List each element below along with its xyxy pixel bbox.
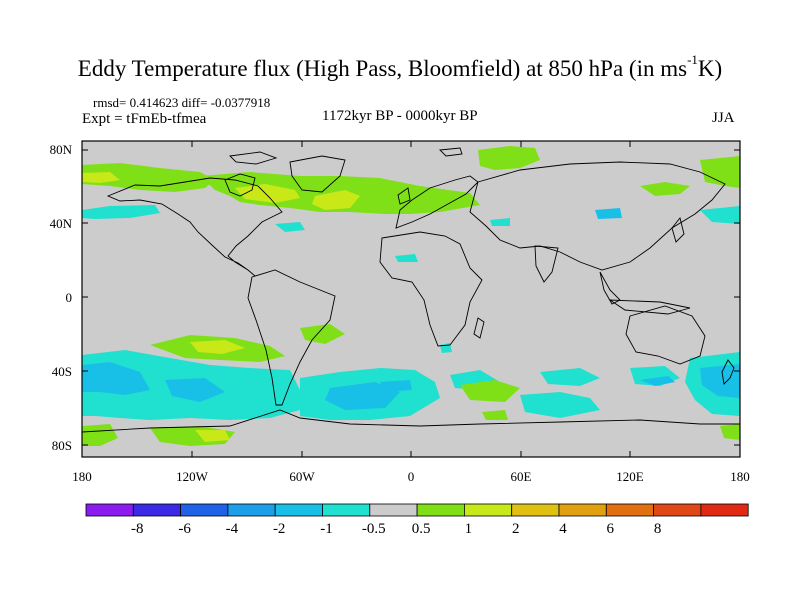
lat-label-80s: 80S — [42, 438, 72, 454]
colorbar-swatch — [417, 504, 464, 516]
lon-label-180-west: 180 — [52, 469, 112, 485]
colorbar — [86, 504, 748, 516]
colorbar-label: -4 — [212, 521, 252, 538]
lon-label-180-east: 180 — [710, 469, 770, 485]
map-area — [82, 141, 740, 457]
colorbar-label: 0.5 — [401, 521, 441, 538]
colorbar-swatch — [275, 504, 322, 516]
lat-label-80n: 80N — [42, 142, 72, 158]
lat-label-40n: 40N — [42, 216, 72, 232]
lon-label-60w: 60W — [272, 469, 332, 485]
colorbar-label: 2 — [496, 521, 536, 538]
colorbar-swatch — [370, 504, 417, 516]
colorbar-swatch — [228, 504, 275, 516]
colorbar-label: -2 — [259, 521, 299, 538]
colorbar-label: -0.5 — [354, 521, 394, 538]
colorbar-label: -6 — [165, 521, 205, 538]
lon-label-0: 0 — [381, 469, 441, 485]
colorbar-swatch — [512, 504, 559, 516]
colorbar-label: 8 — [638, 521, 678, 538]
colorbar-label: -8 — [117, 521, 157, 538]
lon-label-120e: 120E — [600, 469, 660, 485]
colorbar-swatch — [701, 504, 748, 516]
colorbar-label: 6 — [590, 521, 630, 538]
colorbar-label: -1 — [307, 521, 347, 538]
colorbar-swatch — [464, 504, 511, 516]
lon-label-120w: 120W — [162, 469, 222, 485]
lat-label-0: 0 — [42, 290, 72, 306]
colorbar-swatch — [181, 504, 228, 516]
colorbar-swatch — [559, 504, 606, 516]
colorbar-label: 4 — [543, 521, 583, 538]
colorbar-swatch — [86, 504, 133, 516]
colorbar-swatch — [606, 504, 653, 516]
lon-label-60e: 60E — [491, 469, 551, 485]
colorbar-swatch — [654, 504, 701, 516]
colorbar-swatch — [133, 504, 180, 516]
lat-label-40s: 40S — [42, 364, 72, 380]
map-figure — [0, 0, 800, 600]
colorbar-swatch — [323, 504, 370, 516]
colorbar-label: 1 — [448, 521, 488, 538]
